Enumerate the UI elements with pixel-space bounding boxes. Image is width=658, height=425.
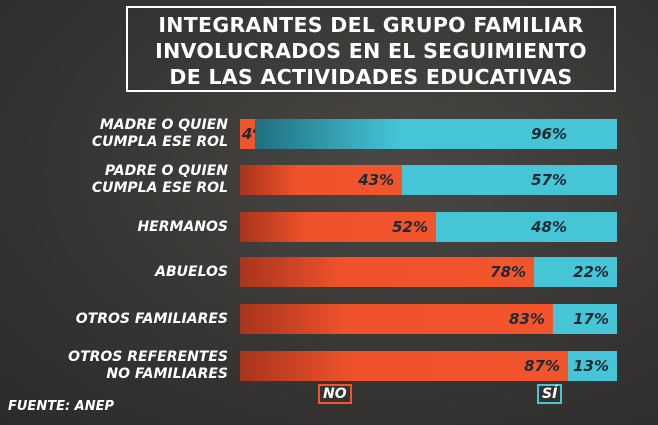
category-label: PADRE O QUIEN CUMPLA ESE ROL [0,163,228,197]
bar-row: 4% 96% [240,119,617,149]
category-label-line: OTROS REFERENTES [68,349,228,365]
bar-segment-no: 43% [240,165,403,195]
data-label-no: 78% [490,263,527,281]
data-label-no: 87% [524,357,560,375]
bar-segment-no: 52% [240,212,437,242]
bar-segment-si: 13% [567,351,617,381]
data-label-si: 13% [573,357,609,375]
legend-no: NO [318,384,352,404]
data-label-si: 48% [531,218,567,236]
legend-si: SÍ [537,384,563,404]
title-line: INTEGRANTES DEL GRUPO FAMILIAR [158,13,584,37]
bar-segment-si: 57% [402,165,617,195]
category-label: OTROS FAMILIARES [0,311,228,328]
bar-segment-si: 48% [436,212,617,242]
bar-segment-si: 17% [552,304,617,334]
data-label-si: 17% [573,310,609,328]
category-label-line: CUMPLA ESE ROL [91,180,228,196]
category-label-line: HERMANOS [137,218,228,235]
category-label-line: NO FAMILIARES [106,366,228,382]
bar-segment-no: 87% [240,351,568,381]
bar-segment-no: 83% [240,304,553,334]
bar-row: 87% 13% [240,351,617,381]
category-label-line: ABUELOS [155,263,228,280]
category-label-line: OTROS FAMILIARES [75,310,228,327]
category-label: OTROS REFERENTES NO FAMILIARES [0,349,228,383]
data-label-si: 22% [573,263,609,281]
category-label-line: MADRE O QUIEN [99,117,228,133]
bar-segment-no: 4% [240,119,267,149]
data-label-no: 43% [358,171,395,189]
title-line: DE LAS ACTIVIDADES EDUCATIVAS [169,65,573,89]
data-label-si: 57% [531,171,567,189]
title-line: INVOLUCRADOS EN EL SEGUIMIENTO [155,39,587,63]
bar-segment-si: 22% [534,257,617,287]
category-label: ABUELOS [0,264,228,281]
category-label-line: PADRE O QUIEN [104,163,228,179]
bar-segment-no: 78% [240,257,535,287]
category-label-line: CUMPLA ESE ROL [91,134,228,150]
data-label-si: 96% [531,125,567,143]
data-label-no: 83% [509,310,545,328]
category-label: HERMANOS [0,219,228,236]
category-label: MADRE O QUIEN CUMPLA ESE ROL [0,117,228,151]
source-note: FUENTE: ANEP [8,399,115,414]
bar-row: 52% 48% [240,212,617,242]
bar-row: 78% 22% [240,257,617,287]
chart-title: INTEGRANTES DEL GRUPO FAMILIAR INVOLUCRA… [126,6,616,92]
bar-segment-si: 96% [255,119,617,149]
bar-row: 43% 57% [240,165,617,195]
data-label-no: 52% [392,218,429,236]
bar-row: 83% 17% [240,304,617,334]
